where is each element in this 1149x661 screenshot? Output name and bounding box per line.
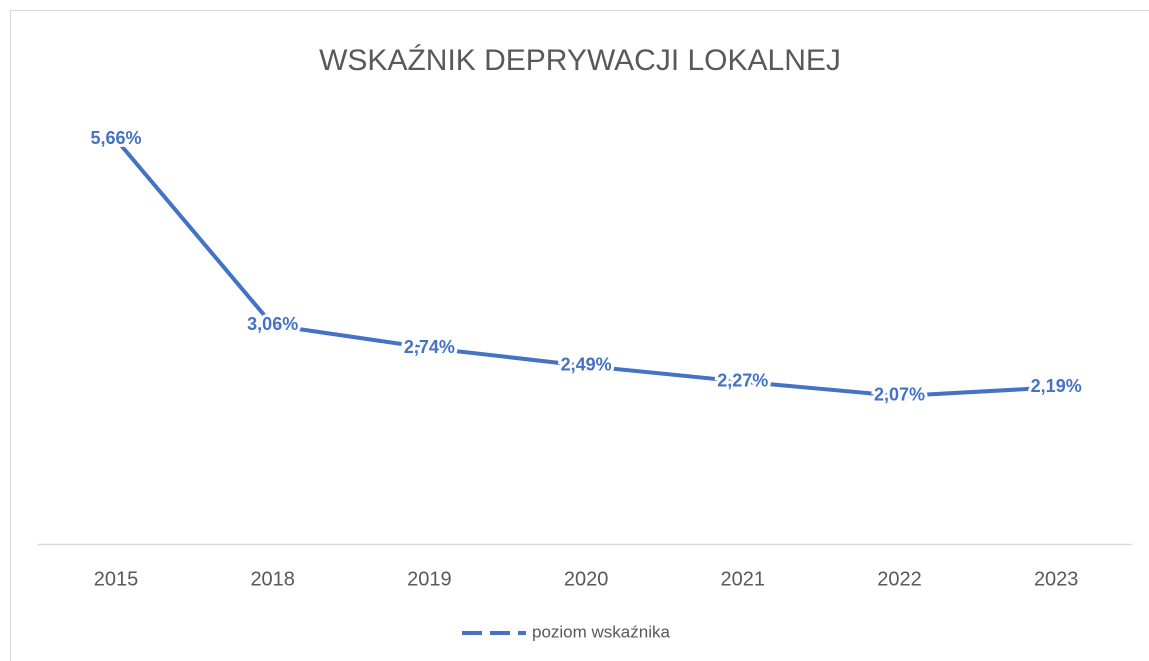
data-label: 2,27% <box>717 370 768 390</box>
series-line <box>114 138 1057 398</box>
x-tick-label: 2022 <box>877 568 922 590</box>
x-tick-label: 2023 <box>1034 568 1079 590</box>
data-label: 2,19% <box>1031 376 1082 396</box>
chart-title: WSKAŹNIK DEPRYWACJI LOKALNEJ <box>319 44 841 77</box>
data-label: 5,66% <box>90 128 141 148</box>
chart-frame <box>10 10 1149 661</box>
x-tick-label: 2019 <box>407 568 452 590</box>
x-tick-label: 2020 <box>564 568 609 590</box>
x-tick-label: 2018 <box>250 568 295 590</box>
legend-label: poziom wskaźnika <box>532 622 670 641</box>
data-label: 2,74% <box>404 337 455 357</box>
x-tick-label: 2021 <box>721 568 766 590</box>
data-label: 2,49% <box>561 355 612 375</box>
x-tick-label: 2015 <box>94 568 139 590</box>
data-label: 2,07% <box>874 385 925 405</box>
data-label: 3,06% <box>247 314 298 334</box>
